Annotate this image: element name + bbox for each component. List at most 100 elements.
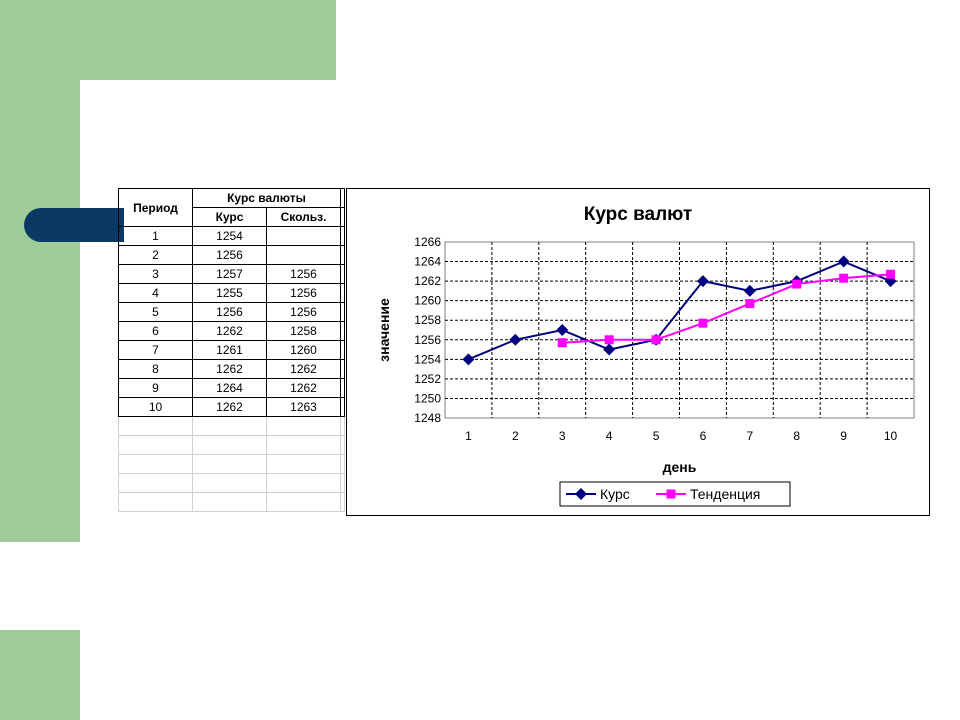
cell-moving: 1260 (266, 340, 341, 360)
data-point (603, 343, 616, 356)
table-row: 3 1257 1256 (118, 264, 345, 284)
data-point (792, 279, 802, 289)
cell-kurs: 1256 (192, 302, 267, 322)
header-period: Период (118, 188, 193, 227)
data-point (839, 273, 849, 283)
empty-row (118, 416, 345, 436)
data-point (745, 299, 755, 309)
table-row: 10 1262 1263 (118, 397, 345, 417)
y-tick-label: 1266 (414, 235, 441, 249)
x-tick-label: 10 (884, 429, 898, 443)
cell-kurs: 1262 (192, 397, 267, 417)
decor-green-left (0, 80, 80, 542)
series-line-kurs (468, 260, 891, 361)
cell-period: 9 (118, 378, 193, 398)
legend-swatch-marker (666, 489, 676, 499)
cell-kurs: 1262 (192, 321, 267, 341)
y-tick-label: 1252 (414, 372, 441, 386)
x-tick-label: 4 (606, 429, 613, 443)
decor-green-bottom (0, 630, 80, 720)
data-point (837, 255, 850, 268)
line-chart: Курс валют124812501252125412561258126012… (376, 204, 915, 507)
y-tick-label: 1264 (414, 255, 441, 269)
cell-moving: 1263 (266, 397, 341, 417)
x-tick-label: 8 (793, 429, 800, 443)
cell-period: 7 (118, 340, 193, 360)
series-line-trend (562, 273, 891, 344)
table-row: 1 1254 (118, 226, 345, 246)
cell-period: 1 (118, 226, 193, 246)
data-point (462, 353, 475, 366)
table-subheader-row: Курс Скольз. (119, 207, 345, 227)
cell-moving: 1262 (266, 359, 341, 379)
cell-period: 10 (118, 397, 193, 417)
y-tick-label: 1250 (414, 391, 441, 405)
table-row: 2 1256 (118, 245, 345, 265)
cell-kurs: 1254 (192, 226, 267, 246)
y-tick-label: 1262 (414, 274, 441, 288)
cell-kurs: 1255 (192, 283, 267, 303)
y-tick-label: 1248 (414, 411, 441, 425)
cell-moving (266, 245, 341, 265)
cell-moving: 1262 (266, 378, 341, 398)
data-point (651, 335, 661, 345)
data-point (604, 335, 614, 345)
header-kurs: Курс (192, 207, 267, 227)
cell-period: 5 (118, 302, 193, 322)
empty-row (118, 473, 345, 493)
empty-row (118, 435, 345, 455)
cell-period: 6 (118, 321, 193, 341)
cell-period: 2 (118, 245, 193, 265)
table-header-row: Период Курс валюты (118, 188, 345, 227)
x-tick-label: 2 (512, 429, 519, 443)
cell-period: 4 (118, 283, 193, 303)
legend-label: Тенденция (690, 486, 760, 502)
table-row: 7 1261 1260 (118, 340, 345, 360)
x-axis-label: день (663, 459, 697, 475)
data-point (698, 318, 708, 328)
data-point (886, 269, 896, 279)
chart-title: Курс валют (584, 204, 693, 225)
table-row: 5 1256 1256 (118, 302, 345, 322)
chart-area: Курс валют 1248 1250 1252 1254 1256 1258 1260 12… (346, 188, 930, 516)
y-axis-label: значение (376, 298, 392, 362)
cell-kurs: 1256 (192, 245, 267, 265)
cell-moving: 1256 (266, 283, 341, 303)
cell-kurs: 1264 (192, 378, 267, 398)
cell-period: 3 (118, 264, 193, 284)
cell-period: 8 (118, 359, 193, 379)
table-row: 8 1262 1262 (118, 359, 345, 379)
header-moving: Скольз. (266, 207, 341, 227)
y-tick-label: 1258 (414, 313, 441, 327)
data-table: Период Курс валюты Курс Скольз. 1 1254 2 12… (118, 188, 345, 512)
table-row: 4 1255 1256 (118, 283, 345, 303)
y-tick-label: 1256 (414, 333, 441, 347)
y-tick-label: 1254 (414, 352, 441, 366)
empty-row (118, 492, 345, 512)
data-point (743, 284, 756, 297)
cell-kurs: 1257 (192, 264, 267, 284)
cell-moving: 1258 (266, 321, 341, 341)
x-tick-label: 9 (840, 429, 847, 443)
cell-moving: 1256 (266, 302, 341, 322)
empty-row (118, 454, 345, 474)
decor-green-top (0, 0, 336, 80)
x-tick-label: 5 (653, 429, 660, 443)
x-tick-label: 6 (700, 429, 707, 443)
table-row: 6 1262 1258 (118, 321, 345, 341)
data-point (556, 324, 569, 336)
cell-moving (266, 226, 341, 246)
x-tick-label: 1 (465, 429, 472, 443)
legend-label: Курс (600, 486, 630, 502)
data-point (557, 338, 567, 348)
decor-navy-tab (24, 208, 124, 242)
legend-swatch-marker (575, 488, 587, 500)
table-row: 9 1264 1262 (118, 378, 345, 398)
y-tick-label: 1260 (414, 294, 441, 308)
x-tick-label: 7 (747, 429, 754, 443)
x-tick-label: 3 (559, 429, 566, 443)
data-point (696, 275, 709, 288)
cell-moving: 1256 (266, 264, 341, 284)
cell-kurs: 1262 (192, 359, 267, 379)
header-group: Курс валюты (192, 188, 341, 208)
